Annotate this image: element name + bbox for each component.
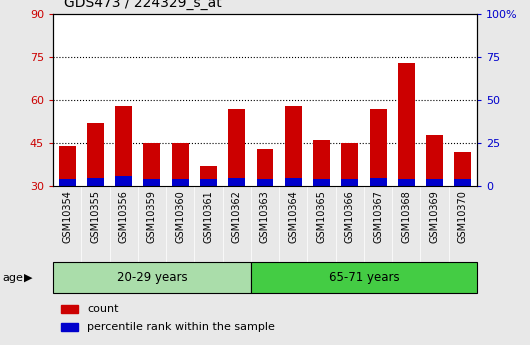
Text: GSM10367: GSM10367 — [373, 190, 383, 243]
Text: GSM10361: GSM10361 — [204, 190, 214, 243]
Text: GSM10364: GSM10364 — [288, 190, 298, 243]
Text: count: count — [87, 304, 118, 314]
Bar — [228, 109, 245, 186]
Text: GSM10362: GSM10362 — [232, 190, 242, 243]
Text: GSM10355: GSM10355 — [91, 190, 100, 243]
Bar — [341, 143, 358, 186]
Bar — [115, 106, 132, 186]
Bar — [398, 179, 415, 186]
Text: GDS473 / 224329_s_at: GDS473 / 224329_s_at — [64, 0, 222, 10]
Text: GSM10354: GSM10354 — [62, 190, 72, 243]
Text: 65-71 years: 65-71 years — [329, 271, 399, 284]
Bar — [285, 106, 302, 186]
Bar — [228, 178, 245, 186]
Bar — [454, 179, 471, 186]
Text: GSM10369: GSM10369 — [430, 190, 439, 243]
Bar — [200, 166, 217, 186]
Bar — [426, 135, 443, 186]
Bar — [341, 179, 358, 186]
Text: GSM10356: GSM10356 — [119, 190, 129, 243]
Bar — [313, 140, 330, 186]
Text: GSM10366: GSM10366 — [345, 190, 355, 243]
Bar — [454, 152, 471, 186]
Text: percentile rank within the sample: percentile rank within the sample — [87, 322, 275, 332]
Text: age: age — [3, 273, 23, 283]
Bar — [59, 179, 76, 186]
Bar — [398, 63, 415, 186]
Bar — [313, 179, 330, 186]
Bar — [61, 305, 78, 313]
Bar — [144, 143, 161, 186]
Bar — [251, 262, 477, 293]
Text: GSM10368: GSM10368 — [401, 190, 411, 243]
Text: GSM10370: GSM10370 — [458, 190, 468, 243]
Bar — [172, 143, 189, 186]
Bar — [144, 179, 161, 186]
Text: GSM10360: GSM10360 — [175, 190, 185, 243]
Text: GSM10365: GSM10365 — [316, 190, 326, 243]
Bar — [257, 149, 273, 186]
Text: GSM10363: GSM10363 — [260, 190, 270, 243]
Bar — [285, 178, 302, 186]
Bar — [369, 178, 386, 186]
Bar — [172, 179, 189, 186]
Bar — [426, 179, 443, 186]
Text: ▶: ▶ — [24, 273, 32, 283]
Bar — [59, 146, 76, 186]
Bar — [369, 109, 386, 186]
Bar — [61, 323, 78, 331]
Text: GSM10359: GSM10359 — [147, 190, 157, 243]
Bar — [87, 178, 104, 186]
Bar — [115, 176, 132, 186]
Bar — [257, 179, 273, 186]
Bar — [87, 123, 104, 186]
Bar — [53, 262, 251, 293]
Text: 20-29 years: 20-29 years — [117, 271, 187, 284]
Bar — [200, 179, 217, 186]
